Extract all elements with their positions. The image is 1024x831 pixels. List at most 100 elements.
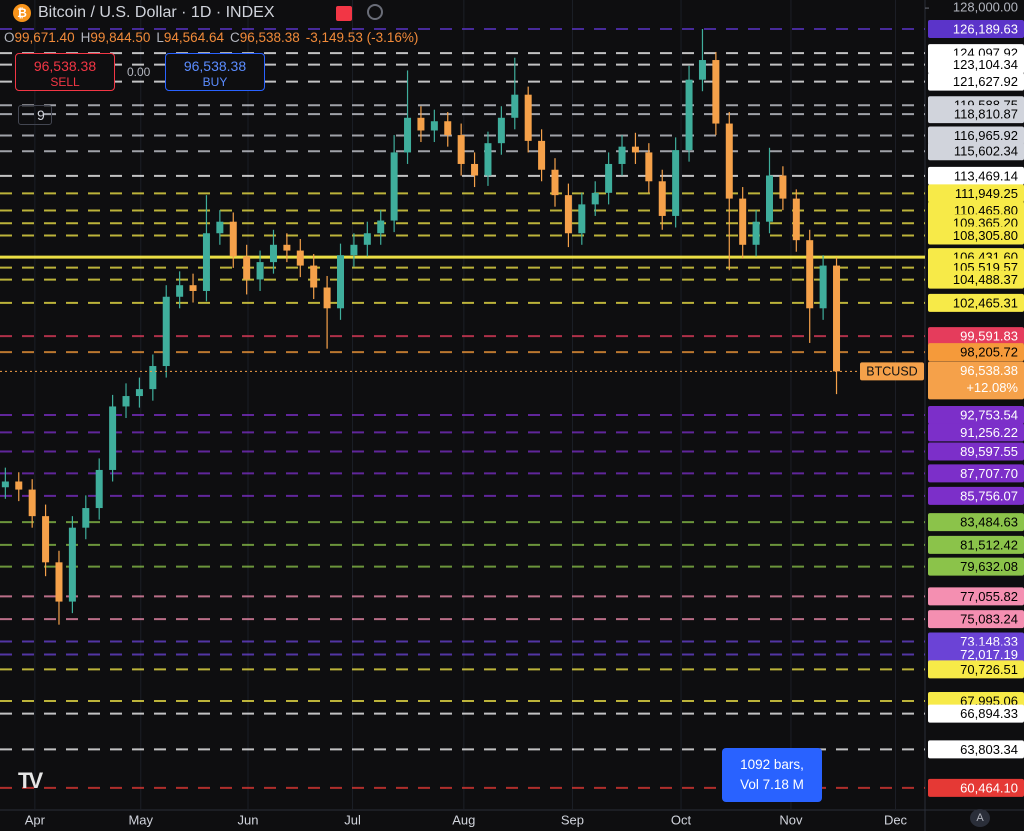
level-label-bg — [928, 645, 1024, 664]
level-label: 79,632.08 — [960, 559, 1018, 574]
x-tick-label: Oct — [671, 812, 692, 827]
level-label-bg — [928, 660, 1024, 679]
level-label-bg — [928, 293, 1024, 312]
candle-body — [511, 94, 519, 118]
level-label: 104,488.37 — [953, 272, 1018, 287]
ohlc-key: H — [80, 30, 91, 45]
candle-body — [42, 516, 50, 563]
ohlc-legend: O99,671.40 H99,844.50 L94,564.64 C96,538.38… — [4, 30, 418, 45]
candle-body — [618, 146, 626, 164]
sell-price: 96,538.38 — [33, 58, 97, 74]
sell-button[interactable]: 96,538.38 SELL — [15, 53, 115, 91]
level-label: 83,484.63 — [960, 515, 1018, 530]
level-label: 67,995.06 — [960, 693, 1018, 708]
level-label: 85,756.07 — [960, 488, 1018, 503]
last-price-label: 96,538.38 — [960, 363, 1018, 378]
candle-body — [484, 143, 492, 176]
level-label: 66,894.33 — [960, 706, 1018, 721]
y-tick-label: 128,000.00 — [953, 0, 1018, 15]
level-label: 116,965.92 — [954, 128, 1018, 143]
candle-body — [1, 481, 9, 488]
bars-info: 1092 bars, Vol 7.18 M — [722, 748, 822, 802]
level-label: 98,205.72 — [960, 345, 1018, 360]
candle-body — [350, 244, 358, 256]
symbol-title[interactable]: Bitcoin / U.S. Dollar · 1D · INDEX — [38, 4, 275, 21]
candle-body — [149, 366, 157, 390]
candle-body — [417, 117, 425, 131]
candle-body — [578, 204, 586, 234]
level-label-bg — [928, 343, 1024, 362]
x-tick-label: Nov — [779, 812, 803, 827]
x-tick-label: Dec — [884, 812, 908, 827]
candle-body — [162, 296, 170, 367]
candle-body — [497, 117, 505, 144]
level-label-bg — [928, 442, 1024, 461]
level-label: 126,189.63 — [953, 21, 1018, 36]
candle-body — [712, 60, 720, 124]
auto-scale-button[interactable]: A — [970, 809, 990, 827]
level-label-bg — [928, 464, 1024, 483]
candle-body — [739, 198, 747, 245]
logo[interactable]: TV — [18, 768, 43, 793]
level-label-bg — [928, 55, 1024, 74]
candle-body — [28, 489, 36, 517]
candle-body — [645, 152, 653, 182]
level-label-bg — [928, 19, 1024, 38]
candle-body — [229, 221, 237, 257]
candle-body — [256, 262, 264, 280]
buy-label: BUY — [202, 75, 228, 89]
x-tick-label: Apr — [25, 812, 46, 827]
candle-body — [390, 152, 398, 221]
status-button[interactable] — [367, 4, 383, 20]
level-label: 113,469.14 — [954, 168, 1018, 183]
level-label: 87,707.70 — [960, 466, 1018, 481]
candle-body — [524, 94, 532, 141]
level-label: 111,949.25 — [955, 186, 1018, 201]
candle-body — [310, 265, 318, 288]
indicator-toggle[interactable]: 9 — [18, 105, 52, 125]
level-label-bg — [928, 72, 1024, 91]
level-label-bg — [928, 778, 1024, 797]
spread: 0.00 — [127, 65, 151, 79]
level-label: 102,465.31 — [953, 295, 1018, 310]
x-tick-label: Sep — [561, 812, 584, 827]
candle-body — [404, 117, 412, 153]
flag-button[interactable] — [336, 6, 352, 21]
level-label: 75,083.24 — [960, 612, 1018, 627]
level-label: 108,305.80 — [953, 228, 1018, 243]
candle-body — [243, 256, 251, 280]
x-tick-label: Jul — [344, 812, 361, 827]
symbol-icon: ₿ — [13, 4, 31, 22]
level-label: 70,726.51 — [960, 662, 1018, 677]
candle-body — [430, 121, 438, 131]
level-label: 99,591.83 — [960, 329, 1018, 344]
buy-button[interactable]: 96,538.38 BUY — [165, 53, 265, 91]
candle-body — [323, 287, 331, 309]
candle-body — [672, 150, 680, 216]
candle-body — [471, 163, 479, 176]
last-price-bg — [928, 361, 1024, 400]
level-label-bg — [928, 535, 1024, 554]
candle-body — [337, 255, 345, 309]
ohlc-value: 99,671.40 — [14, 30, 75, 45]
ohlc-change: -3,149.53 (-3.16%) — [305, 30, 419, 45]
level-label: 77,055.82 — [960, 589, 1018, 604]
level-label: 63,803.34 — [960, 742, 1018, 757]
level-label: 115,602.34 — [954, 144, 1018, 159]
level-label-bg — [928, 142, 1024, 161]
candle-body — [725, 123, 733, 199]
level-label: 92,753.54 — [960, 407, 1018, 422]
candle-body — [631, 146, 639, 153]
candle-body — [109, 406, 117, 470]
level-label: 110,465.80 — [954, 203, 1018, 218]
level-label-bg — [928, 327, 1024, 346]
candle-body — [819, 265, 827, 309]
candle-body — [55, 562, 63, 602]
level-label: 123,104.34 — [953, 57, 1018, 72]
candle-body — [779, 175, 787, 199]
candle-body — [806, 240, 814, 309]
level-label-bg — [928, 270, 1024, 289]
symbol-tag-bg — [860, 362, 924, 381]
candle-body — [685, 79, 693, 151]
